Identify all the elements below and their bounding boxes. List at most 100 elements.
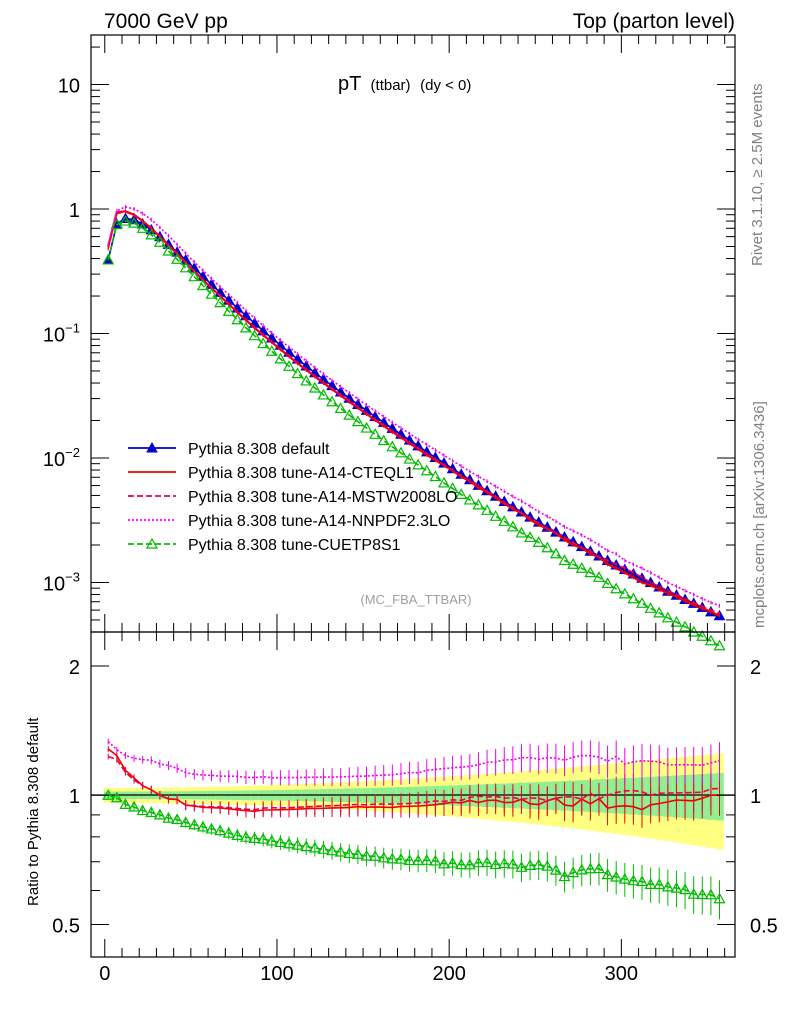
ratio-y-axis-label: Ratio to Pythia 8.308 default xyxy=(25,717,42,906)
main-series-point xyxy=(317,388,330,400)
ratio-series-point xyxy=(214,824,227,836)
ratio-ticks xyxy=(91,632,735,957)
main-series-point xyxy=(601,577,614,589)
ratio-series-point xyxy=(498,857,511,869)
title-cond: (dy < 0) xyxy=(420,77,471,94)
main-y-tick-label: 1 xyxy=(69,200,80,222)
main-series-point xyxy=(188,270,201,282)
ratio-y-tick-label-left: 1 xyxy=(69,786,80,808)
main-series-point xyxy=(412,458,425,470)
ratio-series-point xyxy=(420,854,433,865)
ratio-series-point xyxy=(627,874,640,886)
main-series-point xyxy=(713,639,726,651)
ratio-series-point xyxy=(196,820,209,832)
ratio-series-point xyxy=(644,878,657,889)
ratio-series-point xyxy=(283,837,296,849)
main-series-point xyxy=(463,493,476,505)
rivet-label: Rivet 3.1.10, ≥ 2.5M events xyxy=(749,84,766,267)
ratio-series-point xyxy=(601,868,614,880)
main-series-point xyxy=(110,218,123,230)
ratio-series-point xyxy=(704,888,717,900)
tick-exponent: −2 xyxy=(65,445,80,460)
main-y-tick-label: 10−1 xyxy=(43,321,80,347)
ratio-series-point xyxy=(291,838,304,850)
legend: Pythia 8.308 default Pythia 8.308 tune-A1… xyxy=(128,441,457,554)
tick-base: 10 xyxy=(43,325,65,347)
legend-marker xyxy=(146,441,158,453)
x-tick-labels: 0 100 200 300 xyxy=(99,963,638,985)
ratio-series-point xyxy=(575,863,588,875)
main-series-point xyxy=(679,620,692,632)
ratio-series-point xyxy=(635,875,649,887)
ratio-series-point xyxy=(558,870,571,882)
main-series-point xyxy=(549,547,562,559)
ratio-curves xyxy=(102,738,726,920)
ratio-series-point xyxy=(231,829,244,840)
main-series-point xyxy=(171,252,184,264)
main-series-point xyxy=(489,510,502,521)
ratio-series-point xyxy=(128,800,141,812)
main-series-point xyxy=(627,592,640,604)
ratio-series-point xyxy=(248,832,261,843)
main-series-point xyxy=(584,566,597,578)
ratio-series-point xyxy=(696,888,709,900)
main-series-point xyxy=(153,236,166,247)
ratio-series-point xyxy=(136,804,149,816)
main-series-point xyxy=(326,395,339,407)
ratio-series-point xyxy=(179,816,192,828)
ratio-series-point xyxy=(334,845,347,857)
main-series-point xyxy=(541,541,554,553)
main-series-point xyxy=(179,261,192,273)
ratio-series-point xyxy=(239,830,252,842)
ratio-series-point xyxy=(481,856,494,868)
tick-base: 10 xyxy=(43,449,65,471)
legend-label: Pythia 8.308 tune-A14-MSTW2008LO xyxy=(188,489,457,506)
main-series-point xyxy=(231,313,244,325)
ratio-series-point xyxy=(369,850,382,861)
main-series-point xyxy=(377,434,390,446)
x-tick-label: 200 xyxy=(432,963,465,985)
main-series-point xyxy=(145,228,158,240)
ratio-series-point xyxy=(610,870,623,882)
header-right: Top (parton level) xyxy=(573,10,735,33)
ratio-series-point xyxy=(351,848,364,859)
main-series-point xyxy=(257,337,270,349)
main-series-point xyxy=(575,562,588,573)
ratio-series-point xyxy=(171,813,184,825)
ratio-series-point xyxy=(653,878,666,890)
ratio-series-point xyxy=(300,840,313,852)
main-series-point xyxy=(214,296,227,308)
main-y-tick-label: 10−3 xyxy=(43,569,80,595)
main-series-point xyxy=(334,402,347,414)
main-series-point xyxy=(558,554,571,566)
main-series-point xyxy=(696,629,709,641)
main-series-point xyxy=(369,428,382,439)
main-series-point xyxy=(360,421,373,433)
legend-marker xyxy=(145,537,159,549)
main-series-point xyxy=(481,504,494,515)
ratio-series-point xyxy=(308,841,321,853)
ratio-series-point xyxy=(524,859,537,870)
ratio-series-point xyxy=(222,826,235,838)
ratio-series-point xyxy=(437,857,451,869)
main-series-point xyxy=(222,304,235,316)
mcplots-label: mcplots.cern.ch [arXiv:1306.3436] xyxy=(751,401,768,628)
main-series-point xyxy=(274,352,287,364)
tick-base: 10 xyxy=(58,76,80,98)
plot-title: pT (ttbar) (dy < 0) xyxy=(338,73,471,95)
ratio-series-point xyxy=(343,847,356,859)
ratio-series-point xyxy=(110,791,123,803)
main-series-point xyxy=(205,287,218,299)
main-series-point xyxy=(386,440,399,452)
ratio-y-tick-label-right: 0.5 xyxy=(750,915,778,937)
ratio-series-point xyxy=(670,881,683,893)
ratio-series-point xyxy=(713,892,726,904)
ratio-series-point xyxy=(532,858,545,870)
ratio-frame xyxy=(90,631,736,958)
ratio-panel: 2 2 1 1 0.5 0.5 0 100 200 300 Ratio to Pythia 8.… xyxy=(25,631,778,985)
ratio-series-point xyxy=(326,844,339,856)
main-series-point xyxy=(403,452,416,464)
main-series-point xyxy=(308,381,321,393)
ratio-y-tick-labels: 2 2 1 1 0.5 0.5 xyxy=(52,657,778,937)
